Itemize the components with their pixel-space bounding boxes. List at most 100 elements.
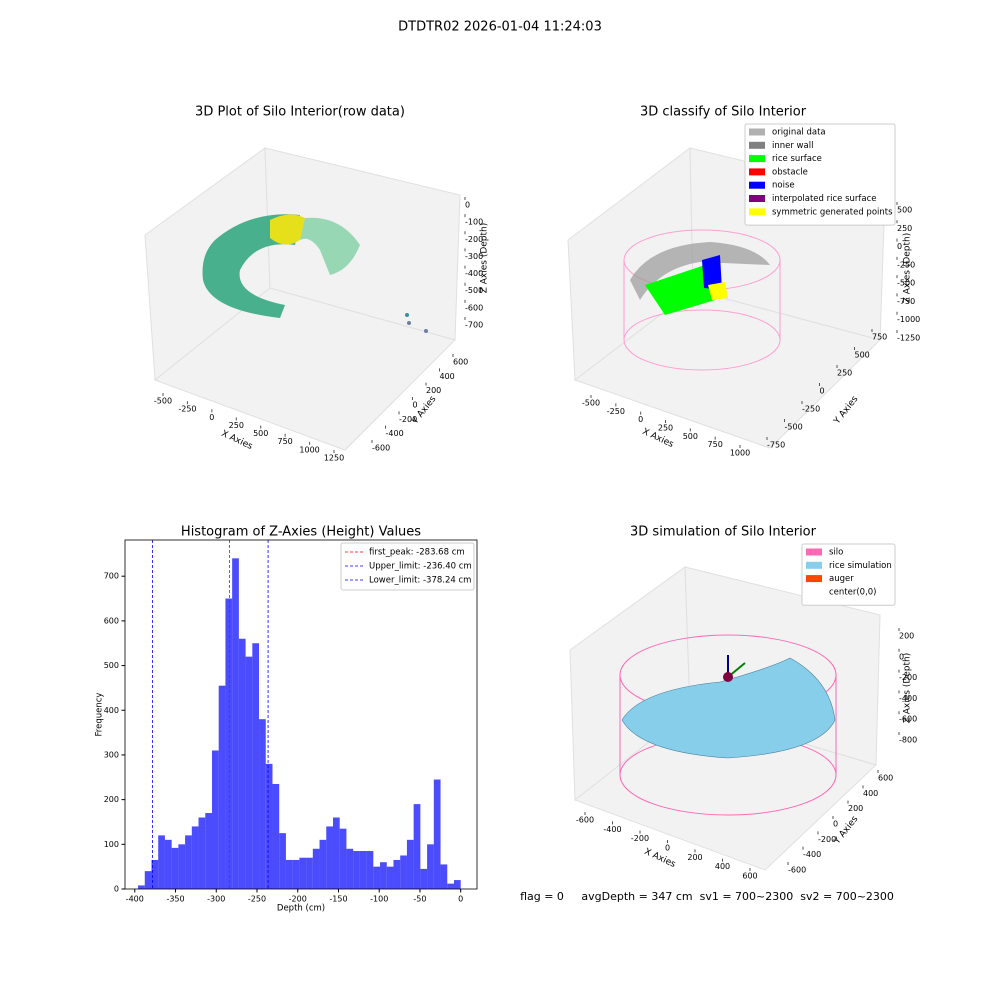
legend-swatch: [749, 208, 765, 216]
bar: [232, 558, 239, 889]
y-axis-label: Frequency: [95, 693, 105, 737]
z-tick-label: 0: [897, 242, 902, 251]
bar: [259, 719, 266, 889]
z-tick-label: 0: [899, 652, 904, 661]
bar: [393, 859, 401, 889]
x-tick-label: 0: [209, 413, 214, 422]
y-tick-label: 250: [837, 369, 852, 378]
point-cloud: [270, 214, 305, 245]
axis-label: Z Axies (Depth): [903, 653, 913, 724]
x-tick-label: 250: [229, 421, 244, 430]
bar: [144, 871, 152, 889]
plot-frame: [124, 539, 478, 890]
center: [723, 672, 733, 682]
x-tick-label: 0: [665, 844, 670, 853]
y-tick-label: 500: [104, 661, 119, 670]
x-tick-label: 600: [742, 872, 757, 881]
bar: [225, 598, 233, 889]
point: [405, 313, 409, 317]
y-tick-label: 300: [104, 750, 119, 759]
bar: [158, 835, 165, 889]
x-tick-label: 1000: [299, 445, 319, 454]
z-tick-label: -600: [899, 715, 917, 724]
y-tick-label: -400: [803, 850, 821, 859]
y-tick-label: 400: [104, 706, 119, 715]
legend-label: interpolated rice surface: [772, 194, 877, 204]
legend-swatch: [749, 195, 765, 202]
x-tick-label: 0: [458, 895, 463, 904]
y-tick-label: 0: [820, 387, 825, 396]
x-tick-label: -150: [329, 895, 347, 904]
legend-label: rice surface: [772, 154, 822, 164]
symmetric-points: [708, 282, 728, 300]
legend-label: rice simulation: [829, 561, 892, 571]
bar: [191, 826, 199, 889]
y-tick-label: 400: [440, 372, 455, 381]
legend-label: silo: [829, 548, 843, 558]
chart-title: 3D simulation of Silo Interior: [630, 525, 817, 540]
bar: [447, 883, 454, 889]
z-tick-label: -200: [465, 235, 483, 244]
bar: [218, 685, 226, 889]
bar: [211, 750, 219, 889]
bar: [198, 817, 206, 889]
legend-label: noise: [772, 181, 795, 191]
y-tick-label: 0: [114, 885, 119, 894]
bar: [366, 851, 374, 889]
bar: [433, 779, 441, 889]
bar: [279, 833, 286, 889]
z-tick-label: -500: [897, 279, 915, 288]
legend-swatch: [749, 181, 765, 189]
z-tick-label: 250: [897, 224, 912, 233]
chart-title: 3D classify of Silo Interior: [640, 105, 807, 120]
legend-label: original data: [772, 128, 826, 138]
y-tick-label: 100: [104, 840, 119, 849]
z-tick-label: -1000: [897, 315, 920, 324]
legend-swatch: [806, 548, 822, 556]
x-axis-label: Depth (cm): [277, 904, 325, 914]
x-tick-label: 200: [687, 853, 702, 862]
bar: [373, 866, 381, 889]
bar: [420, 868, 428, 889]
bar: [406, 839, 414, 889]
bar: [339, 828, 347, 889]
z-tick-label: -200: [899, 673, 917, 682]
legend-label: center(0,0): [829, 587, 877, 597]
x-tick-label: -500: [582, 399, 600, 408]
bar: [346, 848, 354, 889]
y-tick-label: 750: [872, 333, 887, 342]
x-tick-label: -50: [413, 895, 426, 904]
footer: flag = 0 avgDepth = 347 cm sv1 = 700~230…: [520, 890, 894, 903]
x-tick-label: -500: [154, 397, 172, 406]
y-tick-label: 600: [104, 616, 119, 625]
z-tick-label: -500: [465, 286, 483, 295]
legend-label: inner wall: [772, 141, 813, 151]
x-tick-label: 500: [253, 429, 268, 438]
legend-box: [340, 542, 475, 591]
bar: [185, 835, 192, 889]
legend-label: symmetric generated points: [772, 207, 893, 217]
legend-box: [744, 123, 896, 226]
y-tick-label: 600: [878, 774, 893, 783]
bar: [265, 763, 273, 889]
x-tick-label: -400: [126, 895, 144, 904]
pane-group: [144, 147, 461, 451]
legend-label: obstacle: [772, 167, 808, 177]
y-tick-label: -600: [372, 444, 390, 453]
bar: [252, 643, 260, 889]
y-tick-label: 200: [426, 386, 441, 395]
legend-swatch: [749, 141, 765, 149]
x-tick-label: -100: [370, 895, 388, 904]
z-tick-label: -400: [899, 694, 917, 703]
y-tick-label: 500: [855, 351, 870, 360]
bar: [138, 885, 145, 889]
bar: [353, 851, 360, 889]
bar: [326, 826, 333, 889]
x-tick-label: -250: [248, 895, 266, 904]
y-tick-label: -400: [386, 429, 404, 438]
point: [407, 321, 411, 325]
legend-swatch: [749, 168, 765, 176]
legend-label: auger: [829, 574, 854, 584]
bar: [386, 866, 394, 889]
bar: [400, 855, 407, 889]
